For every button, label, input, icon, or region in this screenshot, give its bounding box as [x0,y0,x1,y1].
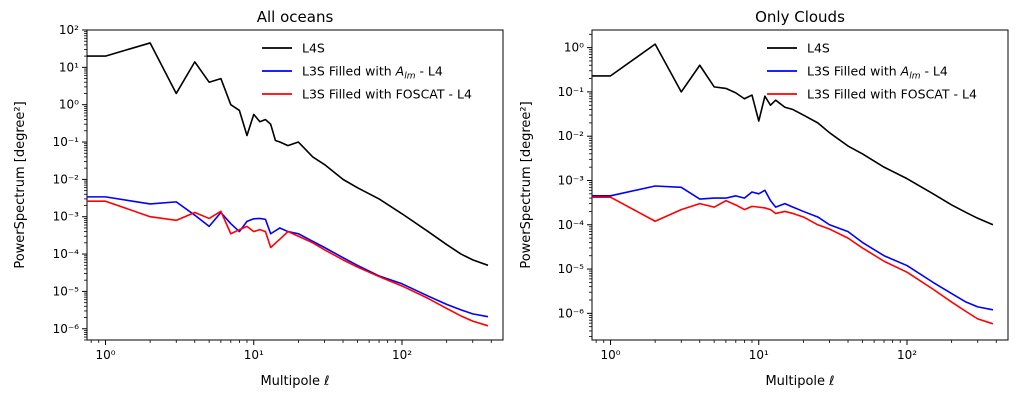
y-tick-label: 10² [59,23,79,37]
series-line-2 [87,200,489,327]
series-line-0 [592,43,994,226]
x-tick-label: 10¹ [244,348,264,362]
series-line-0 [87,42,489,267]
axis-ticks: 10⁰ 10¹ 10² 10⁻⁶ 10⁻⁵ 10⁻⁴ 10⁻³ 10⁻² 10⁻¹ 10⁰ [558,33,997,362]
y-tick-label: 10⁻⁴ [558,218,585,232]
legend-label: L4S [807,41,830,56]
panel-all-oceans: All oceans Multipole ℓ PowerSpectrum [de… [13,8,504,389]
y-tick-label: 10⁻² [558,129,585,143]
legend: L4S L3S Filled with Alm - L4 L3S Filled wi… [262,41,472,102]
y-tick-label: 10⁻⁴ [53,247,80,261]
y-axis-label: PowerSpectrum [degree²] [13,101,28,268]
data-lines [592,43,994,325]
y-tick-label: 10⁻⁵ [53,284,80,298]
x-tick-label: 10² [897,348,917,362]
x-tick-label: 10⁰ [600,348,620,362]
y-tick-label: 10⁻⁵ [558,262,585,276]
legend-label: L4S [302,41,325,56]
legend: L4S L3S Filled with Alm - L4 L3S Filled wi… [767,41,977,102]
y-axis-label: PowerSpectrum [degree²] [519,101,534,268]
y-tick-label: 10⁻¹ [558,85,585,99]
series-line-2 [592,196,994,325]
series-line-1 [592,185,994,311]
chart-title: All oceans [257,8,334,26]
y-tick-label: 10⁻³ [53,210,80,224]
y-tick-label: 10⁻³ [558,173,585,187]
x-axis-label: Multipole ℓ [260,374,329,389]
legend-label: L3S Filled with FOSCAT - L4 [807,87,977,102]
y-tick-label: 10⁻¹ [53,135,80,149]
y-tick-label: 10⁻² [53,172,80,186]
legend-label: L3S Filled with Alm - L4 [302,64,443,82]
x-tick-label: 10⁰ [95,348,115,362]
x-axis-label: Multipole ℓ [765,374,834,389]
legend-label: L3S Filled with FOSCAT - L4 [302,87,472,102]
y-tick-label: 10¹ [59,60,79,74]
axis-ticks: 10⁰ 10¹ 10² 10⁻⁶ 10⁻⁵ 10⁻⁴ 10⁻³ 10⁻² 10⁻¹ 10⁰ 10¹ 1… [53,23,492,362]
data-lines [87,42,489,327]
chart-title: Only Clouds [755,8,845,26]
x-tick-label: 10¹ [749,348,769,362]
panel-only-clouds: Only Clouds Multipole ℓ PowerSpectrum [d… [519,8,1009,389]
x-tick-label: 10² [392,348,412,362]
y-tick-label: 10⁻⁶ [53,322,80,336]
y-tick-label: 10⁰ [59,98,79,112]
y-tick-label: 10⁰ [564,41,584,55]
y-tick-label: 10⁻⁶ [558,306,585,320]
series-line-1 [87,196,489,318]
legend-label: L3S Filled with Alm - L4 [807,64,948,82]
